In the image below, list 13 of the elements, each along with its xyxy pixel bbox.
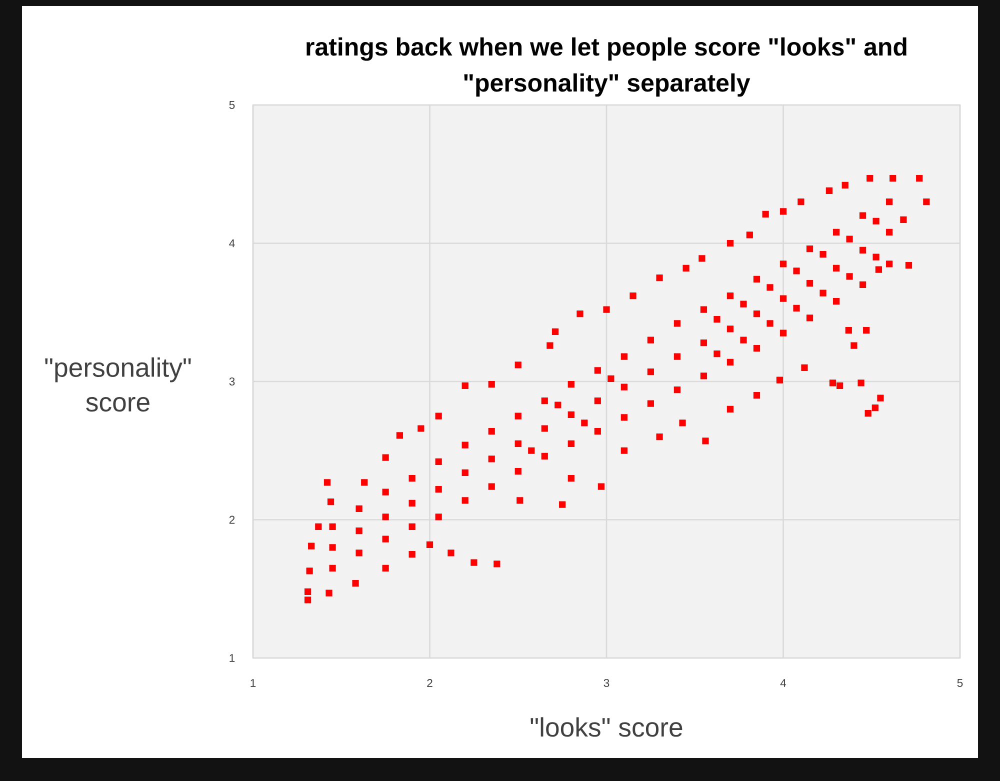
x-tick-label: 2 [427, 679, 432, 687]
x-tick-label: 5 [957, 679, 963, 687]
x-tick-label: 1 [250, 679, 256, 687]
y-tick-label: 3 [229, 377, 235, 386]
chart-title: ratings back when we let people score "looks" and "personality" separately [306, 37, 906, 97]
y-axis-title: "personality" score [45, 357, 191, 412]
y-tick-label: 2 [229, 516, 235, 524]
x-tick-label: 4 [780, 679, 786, 687]
x-axis-title: "looks" score [530, 717, 682, 737]
x-tick-label: 3 [604, 678, 610, 688]
y-tick-label: 4 [229, 239, 235, 248]
y-tick-label: 5 [229, 101, 235, 109]
y-tick-label: 1 [230, 654, 235, 662]
